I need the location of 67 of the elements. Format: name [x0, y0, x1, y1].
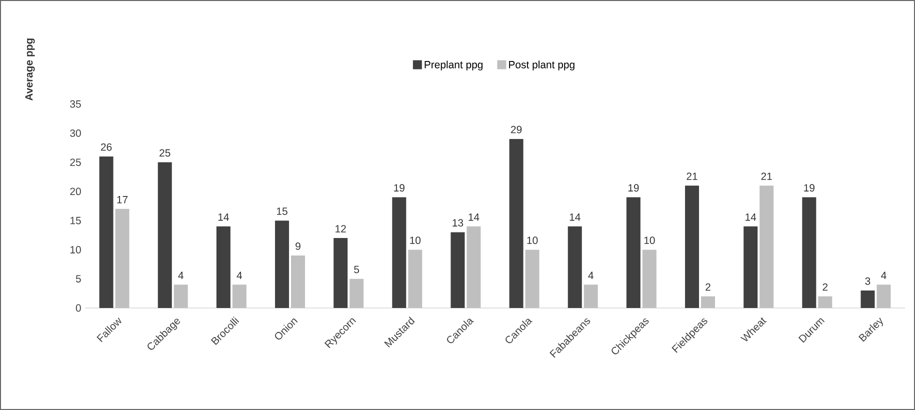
- legend-label: Preplant ppg: [424, 60, 483, 70]
- data-label: 26: [101, 143, 112, 151]
- bar: [509, 138, 524, 308]
- bar: [525, 250, 540, 308]
- bar: [158, 162, 172, 308]
- data-label: 21: [686, 172, 698, 180]
- data-label: 14: [218, 214, 229, 221]
- data-label: 14: [570, 214, 580, 221]
- bar: [216, 226, 230, 308]
- bar: [392, 197, 406, 308]
- bar: [291, 256, 306, 308]
- legend-label: Post plant ppg: [509, 60, 574, 70]
- data-label: 19: [804, 184, 814, 192]
- bar: [701, 296, 716, 308]
- data-label: 5: [354, 266, 360, 274]
- data-label: 4: [236, 272, 242, 279]
- y-tick-label: 10: [70, 246, 81, 254]
- bar: [232, 284, 246, 308]
- data-label: 4: [588, 272, 594, 279]
- data-label: 21: [761, 172, 772, 180]
- bar: [876, 284, 891, 308]
- y-tick-label: 5: [76, 275, 81, 283]
- bar: [642, 250, 656, 308]
- data-label: 4: [881, 272, 886, 279]
- bar: [584, 284, 598, 308]
- data-label: 2: [822, 283, 828, 291]
- y-tick-label: 30: [70, 129, 81, 137]
- data-label: 29: [511, 126, 522, 134]
- bar: [350, 278, 364, 308]
- data-label: 10: [410, 236, 421, 244]
- bar: [744, 226, 758, 308]
- bar: [115, 208, 130, 308]
- bar: [818, 296, 832, 308]
- data-label: 9: [296, 242, 300, 250]
- bar: [408, 250, 422, 308]
- bar: [568, 226, 582, 308]
- bar: [334, 238, 348, 308]
- y-axis-title: Average ppg: [25, 38, 35, 101]
- y-tick-label: 35: [70, 100, 81, 108]
- data-label: 4: [178, 272, 184, 279]
- bar: [99, 156, 114, 308]
- data-label: 13: [452, 219, 464, 227]
- bar: [685, 186, 700, 308]
- y-tick-label: 0: [76, 304, 81, 312]
- y-tick-label: 20: [70, 188, 81, 196]
- bar: [466, 226, 481, 308]
- y-tick-label: 15: [70, 216, 81, 224]
- data-label: 25: [160, 149, 170, 157]
- data-label: 3: [865, 277, 870, 285]
- bar: [802, 197, 816, 308]
- data-label: 2: [706, 283, 710, 291]
- y-tick-label: 25: [70, 158, 81, 166]
- data-label: 10: [527, 236, 538, 244]
- bar: [860, 290, 875, 308]
- bar: [760, 186, 774, 308]
- bar: [174, 284, 188, 308]
- data-label: 10: [644, 236, 655, 244]
- bar: [626, 197, 640, 308]
- data-label: 14: [468, 214, 480, 221]
- data-label: 14: [746, 214, 756, 221]
- data-label: 12: [336, 225, 346, 232]
- bar: [275, 220, 290, 308]
- data-label: 17: [117, 196, 128, 204]
- data-label: 19: [628, 184, 639, 192]
- data-label: 15: [276, 208, 288, 215]
- data-label: 19: [394, 184, 404, 192]
- bar: [450, 232, 465, 308]
